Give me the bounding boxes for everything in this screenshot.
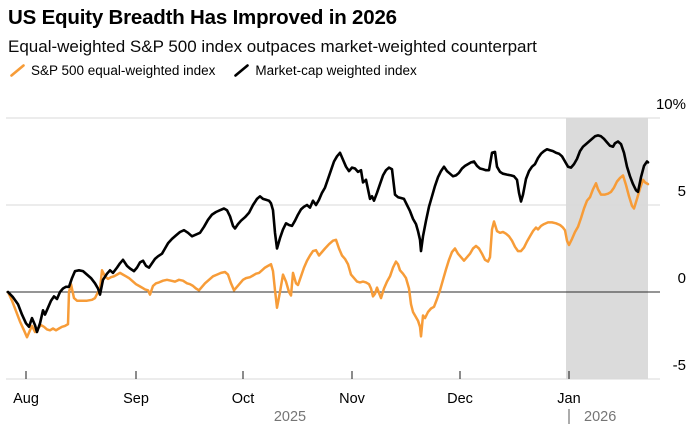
shaded-region-2026 [566,118,648,379]
y-axis-label: 0 [678,270,686,287]
orange-slash-icon [10,64,25,77]
chart-title: US Equity Breadth Has Improved in 2026 [8,6,397,29]
legend-label-equal-weighted: S&P 500 equal-weighted index [31,63,216,78]
x-axis-month-label: Jan [557,391,580,407]
series-line-equal-weighted [6,174,650,339]
chart-header: US Equity Breadth Has Improved in 2026 E… [8,6,688,57]
legend-item-market-cap: Market-cap weighted index [234,63,417,78]
year-label: 2026 [584,409,616,425]
year-label: 2025 [274,409,306,425]
x-axis-month-label: Nov [339,391,366,407]
black-slash-icon [234,64,250,77]
x-axis-month-label: Aug [13,391,39,407]
x-axis-month-label: Sep [123,391,149,407]
x-axis-month-label: Dec [447,391,473,407]
chart-legend: S&P 500 equal-weighted index Market-cap … [10,63,417,78]
y-axis-label: -5 [673,357,686,374]
y-axis-label: 5 [678,183,686,200]
legend-item-equal-weighted: S&P 500 equal-weighted index [10,63,215,78]
chart-subtitle: Equal-weighted S&P 500 index outpaces ma… [8,36,537,56]
legend-label-market-cap: Market-cap weighted index [255,63,417,78]
y-axis-label: 10% [656,96,686,113]
series-line-market-cap [6,134,650,334]
x-axis-month-label: Oct [232,391,255,407]
